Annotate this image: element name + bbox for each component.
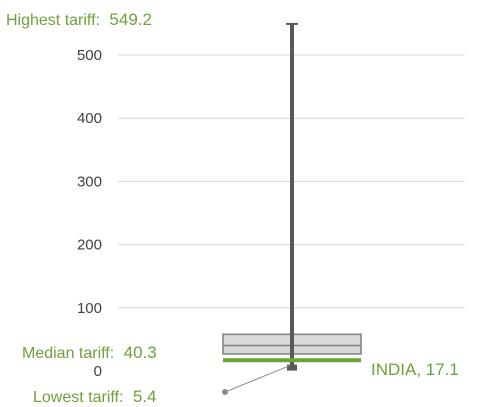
y-tick-label: 300 — [77, 173, 102, 190]
lowest-tariff-dot — [222, 389, 228, 395]
minimum-marker — [287, 364, 297, 371]
y-tick-label: 400 — [77, 110, 102, 127]
lowest-tariff-connector — [224, 365, 291, 393]
lowest-tariff-value: 5.4 — [133, 387, 157, 406]
y-tick-label: 500 — [77, 47, 102, 64]
lowest-tariff-annotation: Lowest tariff: 5.4 — [33, 387, 157, 406]
y-tick-label: 100 — [77, 300, 102, 317]
y-tick-label: 0 — [94, 363, 102, 380]
india-label: INDIA, 17.1 — [371, 360, 459, 379]
median-tariff-label: Median tariff: — [22, 345, 114, 362]
median-tariff-value: 40.3 — [124, 343, 157, 362]
median-tariff-annotation: Median tariff: 40.3 — [22, 343, 157, 362]
y-tick-label: 200 — [77, 237, 102, 254]
y-axis-tick-labels: 0 100 200 300 400 500 — [77, 47, 102, 380]
highest-tariff-annotation: Highest tariff: 549.2 — [6, 10, 152, 29]
highest-tariff-label: Highest tariff: — [6, 12, 100, 29]
lowest-tariff-label: Lowest tariff: — [33, 389, 123, 406]
highest-tariff-value: 549.2 — [109, 10, 152, 29]
